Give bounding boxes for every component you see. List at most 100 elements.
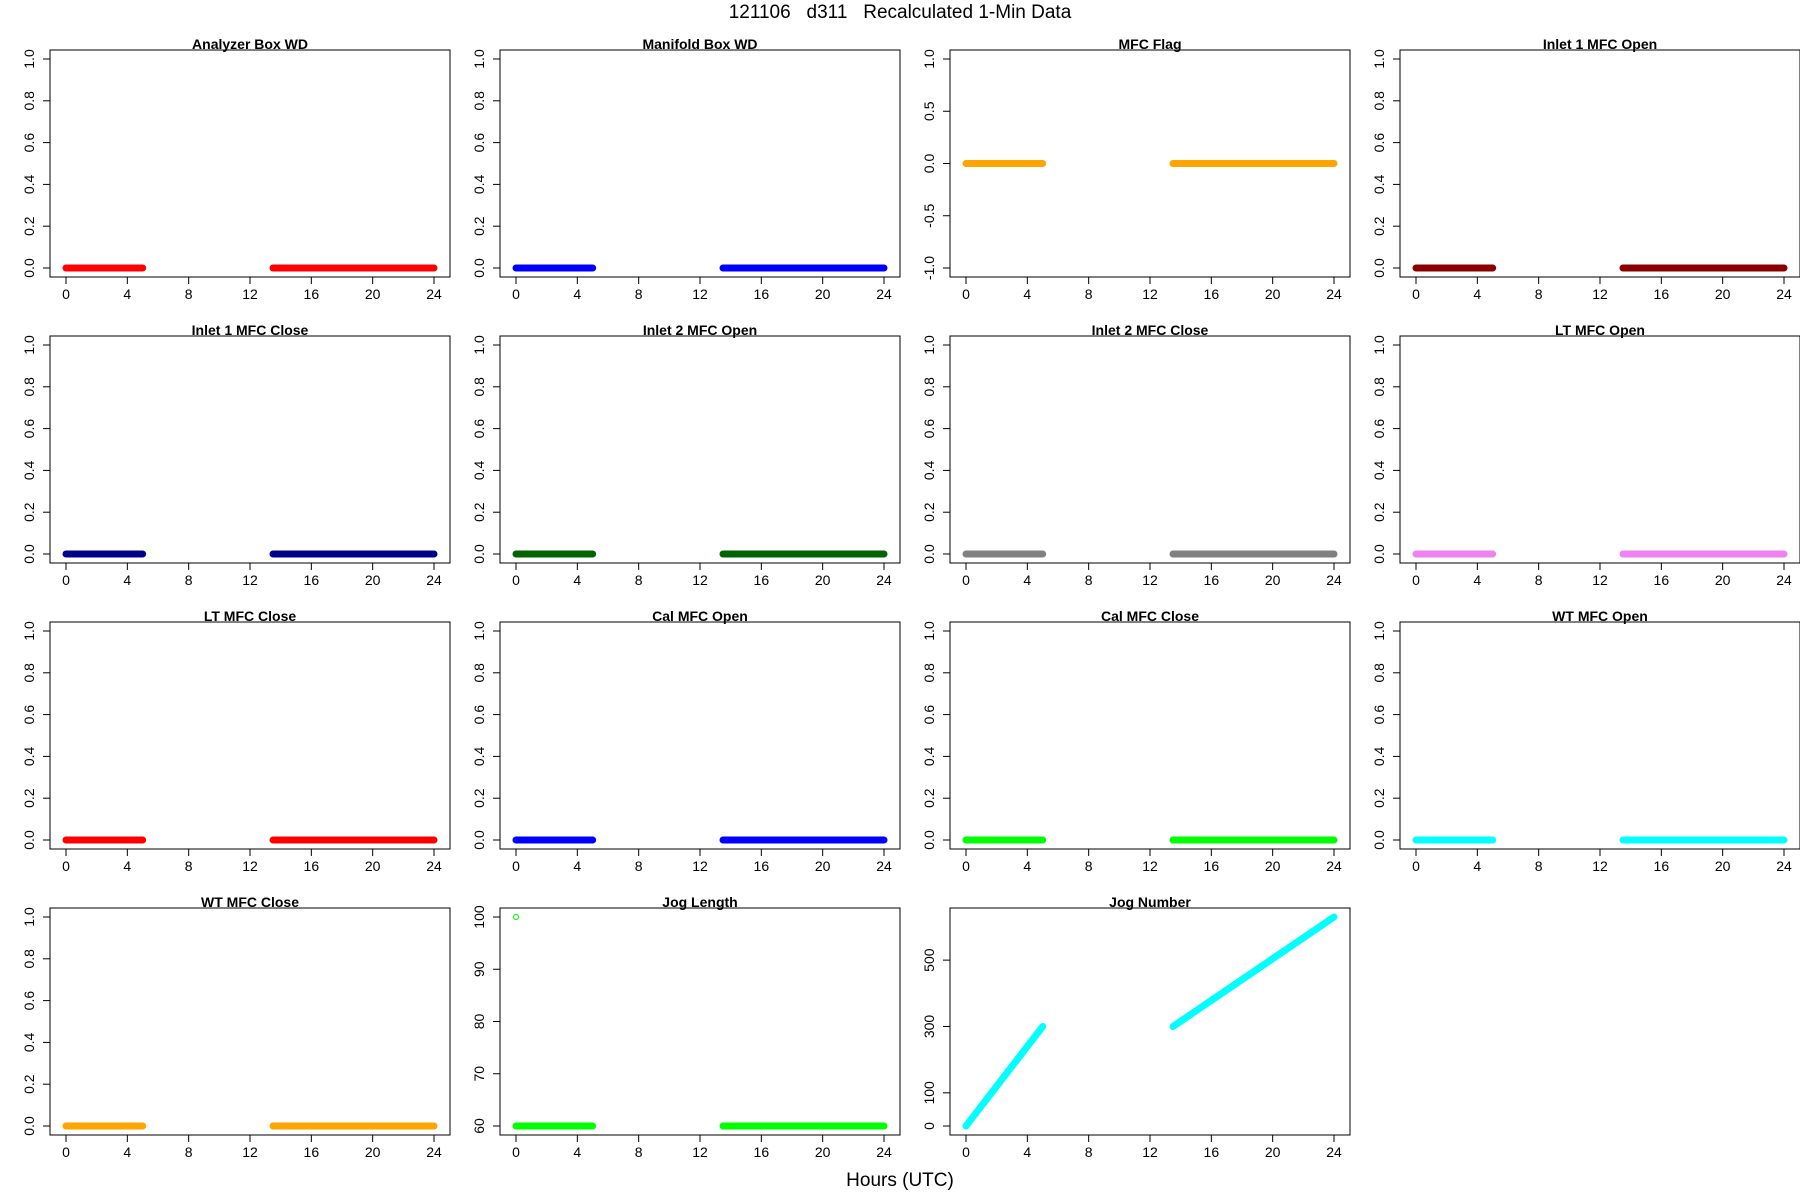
- x-tick-label: 8: [1085, 572, 1093, 588]
- y-tick-label: 100: [471, 905, 487, 929]
- y-tick-label: 0.4: [921, 746, 937, 766]
- x-tick-label: 20: [815, 286, 831, 302]
- y-tick-label: 0.2: [21, 502, 37, 522]
- x-tick-label: 20: [815, 572, 831, 588]
- y-tick-label: 0.2: [471, 216, 487, 236]
- panel-title: WT MFC Close: [201, 894, 299, 910]
- x-tick-label: 8: [635, 1144, 643, 1160]
- x-tick-label: 16: [304, 858, 320, 874]
- x-tick-label: 0: [1412, 572, 1420, 588]
- data-point: [512, 913, 520, 921]
- y-tick-label: 1.0: [471, 335, 487, 355]
- y-tick-label: 0.0: [21, 258, 37, 278]
- y-tick-label: 0.4: [921, 460, 937, 480]
- x-tick-label: 20: [1715, 286, 1731, 302]
- y-tick-label: 0.2: [471, 788, 487, 808]
- y-tick-label: 1.0: [1371, 621, 1387, 641]
- x-tick-label: 12: [1142, 572, 1158, 588]
- y-tick-label: 1.0: [21, 621, 37, 641]
- y-tick-label: 0.4: [1371, 746, 1387, 766]
- y-tick-label: 0.2: [471, 502, 487, 522]
- chart-panel: WT MFC Open 0 4 8 12 16 20 24 0.0 0.2 0.4 0.6 0.8 1.0: [1371, 608, 1800, 874]
- data-series: [1169, 913, 1338, 1030]
- y-tick-label: 0.8: [21, 377, 37, 397]
- y-tick-label: 500: [921, 948, 937, 972]
- x-tick-label: 24: [1326, 858, 1342, 874]
- x-tick-label: 20: [365, 572, 381, 588]
- x-tick-label: 8: [635, 572, 643, 588]
- y-tick-label: 0.0: [921, 154, 937, 174]
- y-tick-label: 0.6: [1371, 133, 1387, 153]
- plot-frame: [49, 49, 451, 278]
- y-tick-label: 0.8: [471, 663, 487, 683]
- y-tick-label: 1.0: [921, 49, 937, 69]
- y-tick-label: 0.4: [21, 174, 37, 194]
- x-tick-label: 12: [1142, 286, 1158, 302]
- x-tick-label: 16: [1204, 858, 1220, 874]
- plot-frame: [499, 335, 901, 564]
- x-tick-label: 4: [123, 858, 131, 874]
- y-tick-label: 0.6: [471, 419, 487, 439]
- y-tick-label: 80: [471, 1014, 487, 1030]
- plot-frame: [1399, 49, 1800, 278]
- y-tick-label: 1.0: [1371, 335, 1387, 355]
- panel-title: Inlet 2 MFC Close: [1092, 322, 1209, 338]
- y-tick-label: 100: [921, 1081, 937, 1105]
- x-tick-label: 12: [1142, 1144, 1158, 1160]
- x-tick-label: 0: [512, 858, 520, 874]
- y-tick-label: 1.0: [21, 335, 37, 355]
- figure-title: 121106 d311 Recalculated 1-Min Data: [728, 2, 1072, 23]
- y-tick-label: 0.0: [921, 830, 937, 850]
- y-tick-label: 0.8: [21, 663, 37, 683]
- y-tick-label: 0.5: [921, 101, 937, 121]
- panel-title: LT MFC Close: [204, 608, 297, 624]
- x-tick-label: 24: [426, 1144, 442, 1160]
- panel-title: Analyzer Box WD: [192, 36, 308, 52]
- x-tick-label: 16: [1654, 572, 1670, 588]
- x-tick-label: 20: [365, 286, 381, 302]
- x-tick-label: 20: [815, 1144, 831, 1160]
- y-tick-label: -0.5: [921, 203, 937, 227]
- plot-frame: [1399, 621, 1800, 850]
- y-tick-label: 0.4: [1371, 460, 1387, 480]
- x-tick-label: 24: [876, 286, 892, 302]
- x-tick-label: 20: [1715, 572, 1731, 588]
- x-tick-label: 0: [62, 286, 70, 302]
- x-tick-label: 8: [1085, 1144, 1093, 1160]
- x-tick-label: 12: [692, 572, 708, 588]
- y-tick-label: 0.6: [921, 705, 937, 725]
- plot-frame: [949, 335, 1351, 564]
- chart-panel: Inlet 1 MFC Open 0 4 8 12 16 20 24 0.0 0.2 0.4 0.6 0…: [1371, 36, 1800, 302]
- chart-panel: Cal MFC Close 0 4 8 12 16 20 24 0.0 0.2 0.4 0.6 0.8 1…: [921, 608, 1351, 874]
- y-tick-label: 0.0: [1371, 258, 1387, 278]
- plot-frame: [49, 335, 451, 564]
- y-tick-label: 0.6: [1371, 419, 1387, 439]
- y-tick-label: 0.8: [21, 949, 37, 969]
- x-tick-label: 24: [426, 286, 442, 302]
- x-tick-label: 12: [242, 572, 258, 588]
- y-tick-label: 0.4: [471, 460, 487, 480]
- x-tick-label: 16: [754, 858, 770, 874]
- y-tick-label: 1.0: [21, 907, 37, 927]
- x-tick-label: 4: [1473, 286, 1481, 302]
- x-tick-label: 0: [962, 286, 970, 302]
- panel-title: Cal MFC Open: [652, 608, 748, 624]
- x-tick-label: 24: [876, 572, 892, 588]
- y-tick-label: 0.6: [471, 705, 487, 725]
- panel-title: Inlet 1 MFC Close: [192, 322, 309, 338]
- plot-frame: [949, 907, 1351, 1136]
- y-tick-label: 0.6: [921, 419, 937, 439]
- plot-frame: [499, 907, 901, 1136]
- x-tick-label: 4: [123, 1144, 131, 1160]
- y-tick-label: 1.0: [921, 621, 937, 641]
- x-tick-label: 16: [754, 286, 770, 302]
- y-tick-label: 0.6: [21, 705, 37, 725]
- y-tick-label: 0.2: [21, 1074, 37, 1094]
- x-tick-label: 0: [962, 572, 970, 588]
- x-tick-label: 8: [185, 286, 193, 302]
- chart-panel: LT MFC Close 0 4 8 12 16 20 24 0.0 0.2 0.4 0.6 0.8 1.…: [21, 608, 451, 874]
- y-tick-label: 0: [921, 1122, 937, 1130]
- y-tick-label: 0.8: [21, 91, 37, 111]
- y-tick-label: 0.6: [1371, 705, 1387, 725]
- x-tick-label: 16: [1204, 286, 1220, 302]
